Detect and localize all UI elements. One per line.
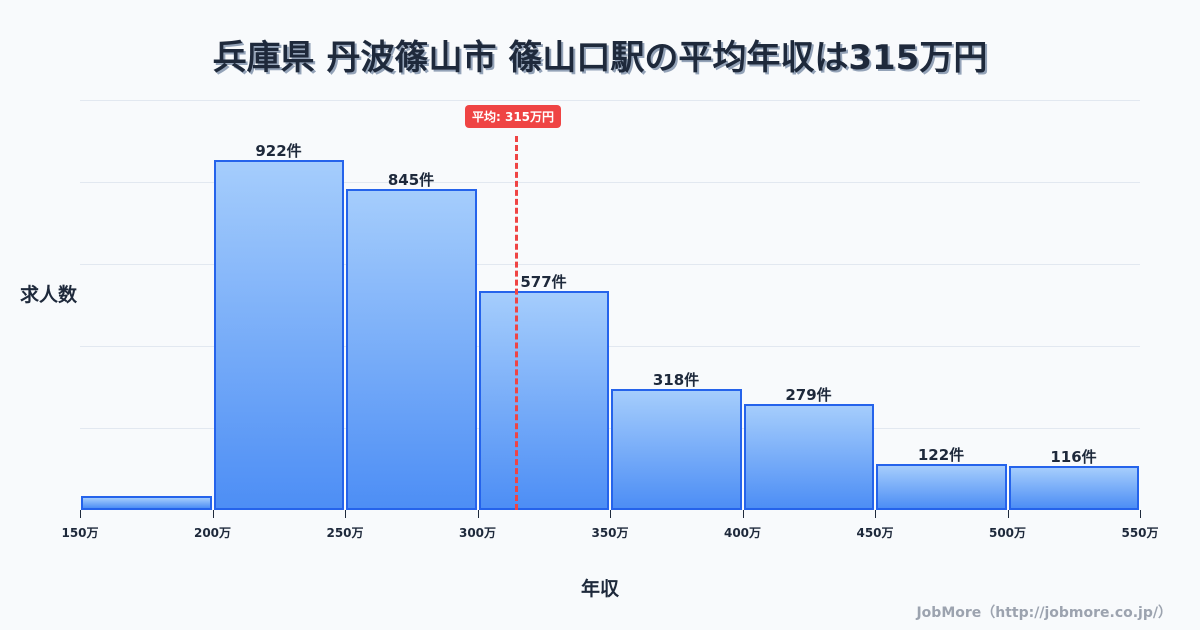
histogram-bar <box>611 389 742 510</box>
plot-area: 922件 845件 577件 318件 279件 122件 116件 平均: 315万円 1… <box>61 100 1159 540</box>
x-tick-label: 500万 <box>988 526 1027 540</box>
x-tick-label: 250万 <box>326 526 364 540</box>
x-tick <box>610 510 611 518</box>
bar-value-label: 122件 <box>917 446 965 464</box>
gridline <box>80 346 1140 347</box>
histogram-bar <box>213 160 344 510</box>
average-line <box>515 136 518 510</box>
x-tick <box>875 510 876 518</box>
histogram-bar <box>81 496 212 510</box>
x-tick <box>1140 510 1141 518</box>
histogram-bar <box>346 189 477 510</box>
histogram-bar <box>876 464 1007 510</box>
x-axis-label: 年収 <box>580 578 619 600</box>
histogram-bar <box>478 291 609 510</box>
x-tick-label: 550万 <box>1121 526 1159 540</box>
x-tick-label: 400万 <box>723 526 762 540</box>
x-tick-label: 450万 <box>856 526 894 540</box>
gridline <box>80 428 1140 429</box>
x-tick <box>212 510 214 518</box>
gridline <box>80 182 1140 183</box>
x-tick <box>742 510 744 518</box>
x-tick <box>477 510 479 518</box>
chart-title: 兵庫県 丹波篠山市 篠山口駅の平均年収は315万円 <box>212 38 988 78</box>
x-tick-label: 200万 <box>193 526 232 540</box>
x-tick <box>1007 510 1009 518</box>
gridline <box>80 264 1140 265</box>
y-axis-label: 求人数 <box>20 284 78 306</box>
bar-value-label: 318件 <box>652 371 700 389</box>
x-tick-label: 350万 <box>591 526 629 540</box>
bar-value-label: 279件 <box>785 386 832 404</box>
x-tick-label: 150万 <box>61 526 99 540</box>
bar-value-label: 922件 <box>255 142 302 160</box>
bar-value-label: 116件 <box>1050 448 1097 466</box>
histogram-bar <box>1008 466 1139 510</box>
gridline <box>80 100 1140 101</box>
histogram-bar <box>743 404 874 510</box>
source-credit: JobMore（http://jobmore.co.jp/） <box>916 605 1172 621</box>
average-badge: 平均: 315万円 <box>465 105 562 128</box>
bar-value-label: 845件 <box>387 171 435 189</box>
x-tick <box>80 510 81 518</box>
x-tick-label: 300万 <box>458 526 497 540</box>
bar-value-label: 577件 <box>520 273 567 291</box>
x-tick <box>345 510 346 518</box>
